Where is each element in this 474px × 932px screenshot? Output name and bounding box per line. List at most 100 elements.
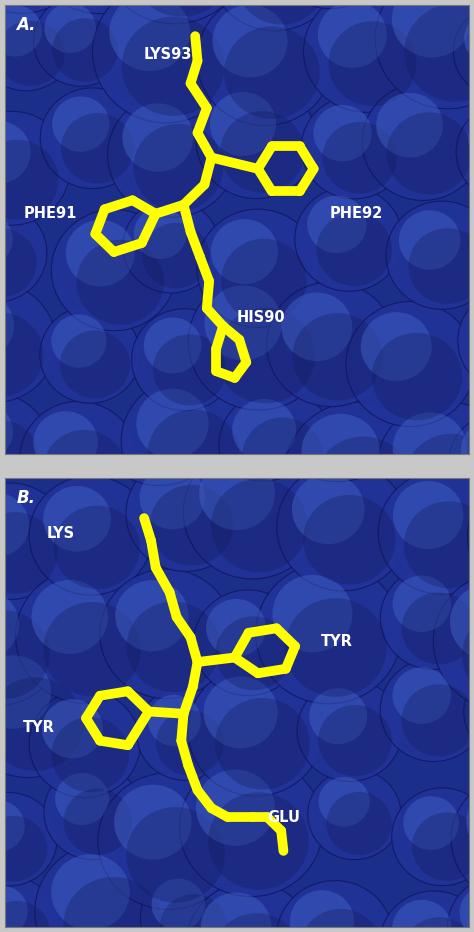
Circle shape xyxy=(44,765,142,859)
Text: TYR: TYR xyxy=(320,635,353,650)
Circle shape xyxy=(108,365,182,438)
Circle shape xyxy=(393,412,467,484)
Circle shape xyxy=(415,309,474,379)
Circle shape xyxy=(437,273,474,412)
Circle shape xyxy=(216,284,302,367)
Circle shape xyxy=(206,265,273,330)
Circle shape xyxy=(386,201,474,309)
Circle shape xyxy=(29,690,140,798)
Circle shape xyxy=(276,488,408,617)
Circle shape xyxy=(303,0,429,112)
Circle shape xyxy=(142,223,210,288)
Circle shape xyxy=(402,403,471,469)
Circle shape xyxy=(47,393,115,459)
Circle shape xyxy=(147,410,239,499)
Circle shape xyxy=(0,483,70,599)
Circle shape xyxy=(292,313,383,401)
Text: HIS90: HIS90 xyxy=(237,309,286,324)
Circle shape xyxy=(40,307,140,404)
Circle shape xyxy=(60,331,130,398)
Circle shape xyxy=(0,293,14,359)
Circle shape xyxy=(282,293,352,361)
Circle shape xyxy=(0,140,58,220)
Circle shape xyxy=(392,900,452,932)
Circle shape xyxy=(54,506,140,589)
Circle shape xyxy=(29,0,171,14)
Circle shape xyxy=(217,308,315,404)
Circle shape xyxy=(401,684,474,757)
Circle shape xyxy=(380,659,474,761)
Circle shape xyxy=(461,420,474,479)
Circle shape xyxy=(210,0,340,31)
Circle shape xyxy=(404,501,474,588)
Circle shape xyxy=(100,569,233,698)
Circle shape xyxy=(392,788,474,885)
Circle shape xyxy=(0,393,50,500)
Circle shape xyxy=(285,598,387,697)
Circle shape xyxy=(0,361,41,465)
Circle shape xyxy=(242,418,323,496)
Circle shape xyxy=(0,518,52,616)
Circle shape xyxy=(404,4,474,102)
Circle shape xyxy=(188,665,323,796)
Circle shape xyxy=(460,884,474,932)
Circle shape xyxy=(469,194,474,291)
Circle shape xyxy=(58,0,157,7)
Circle shape xyxy=(291,500,364,570)
Circle shape xyxy=(293,376,396,474)
Circle shape xyxy=(0,420,39,494)
Circle shape xyxy=(92,354,227,486)
Circle shape xyxy=(64,788,132,855)
Circle shape xyxy=(0,121,31,184)
Circle shape xyxy=(394,387,448,439)
Circle shape xyxy=(43,602,141,696)
Circle shape xyxy=(0,493,29,557)
Circle shape xyxy=(140,870,237,932)
Circle shape xyxy=(295,186,403,292)
Circle shape xyxy=(0,878,60,932)
Circle shape xyxy=(401,917,474,932)
Circle shape xyxy=(466,787,474,857)
Circle shape xyxy=(401,593,474,665)
Circle shape xyxy=(51,717,129,792)
Circle shape xyxy=(319,777,370,827)
Circle shape xyxy=(0,312,44,397)
Circle shape xyxy=(302,521,395,610)
Circle shape xyxy=(123,199,219,293)
Circle shape xyxy=(375,0,474,109)
Circle shape xyxy=(0,285,37,350)
Circle shape xyxy=(76,240,164,324)
Circle shape xyxy=(412,813,474,881)
Circle shape xyxy=(62,267,166,368)
Circle shape xyxy=(35,843,178,932)
Circle shape xyxy=(29,476,152,596)
Circle shape xyxy=(236,0,327,24)
Circle shape xyxy=(318,705,392,776)
Circle shape xyxy=(137,687,233,780)
Circle shape xyxy=(467,473,474,599)
Circle shape xyxy=(462,607,474,705)
Circle shape xyxy=(219,390,335,501)
Circle shape xyxy=(0,542,42,611)
Circle shape xyxy=(45,3,96,53)
Circle shape xyxy=(448,411,474,519)
Circle shape xyxy=(43,430,125,510)
Circle shape xyxy=(197,209,319,327)
Circle shape xyxy=(133,124,223,211)
Circle shape xyxy=(0,0,74,90)
Circle shape xyxy=(20,402,137,515)
Circle shape xyxy=(313,105,372,161)
Circle shape xyxy=(52,18,118,82)
Circle shape xyxy=(34,0,128,86)
Circle shape xyxy=(468,111,474,166)
Circle shape xyxy=(317,212,392,286)
Circle shape xyxy=(83,293,155,363)
Circle shape xyxy=(374,0,474,2)
Circle shape xyxy=(160,894,228,932)
Circle shape xyxy=(55,773,109,825)
Circle shape xyxy=(372,333,462,420)
Circle shape xyxy=(0,792,57,886)
Circle shape xyxy=(64,877,163,932)
Circle shape xyxy=(0,282,56,403)
Circle shape xyxy=(0,610,50,699)
